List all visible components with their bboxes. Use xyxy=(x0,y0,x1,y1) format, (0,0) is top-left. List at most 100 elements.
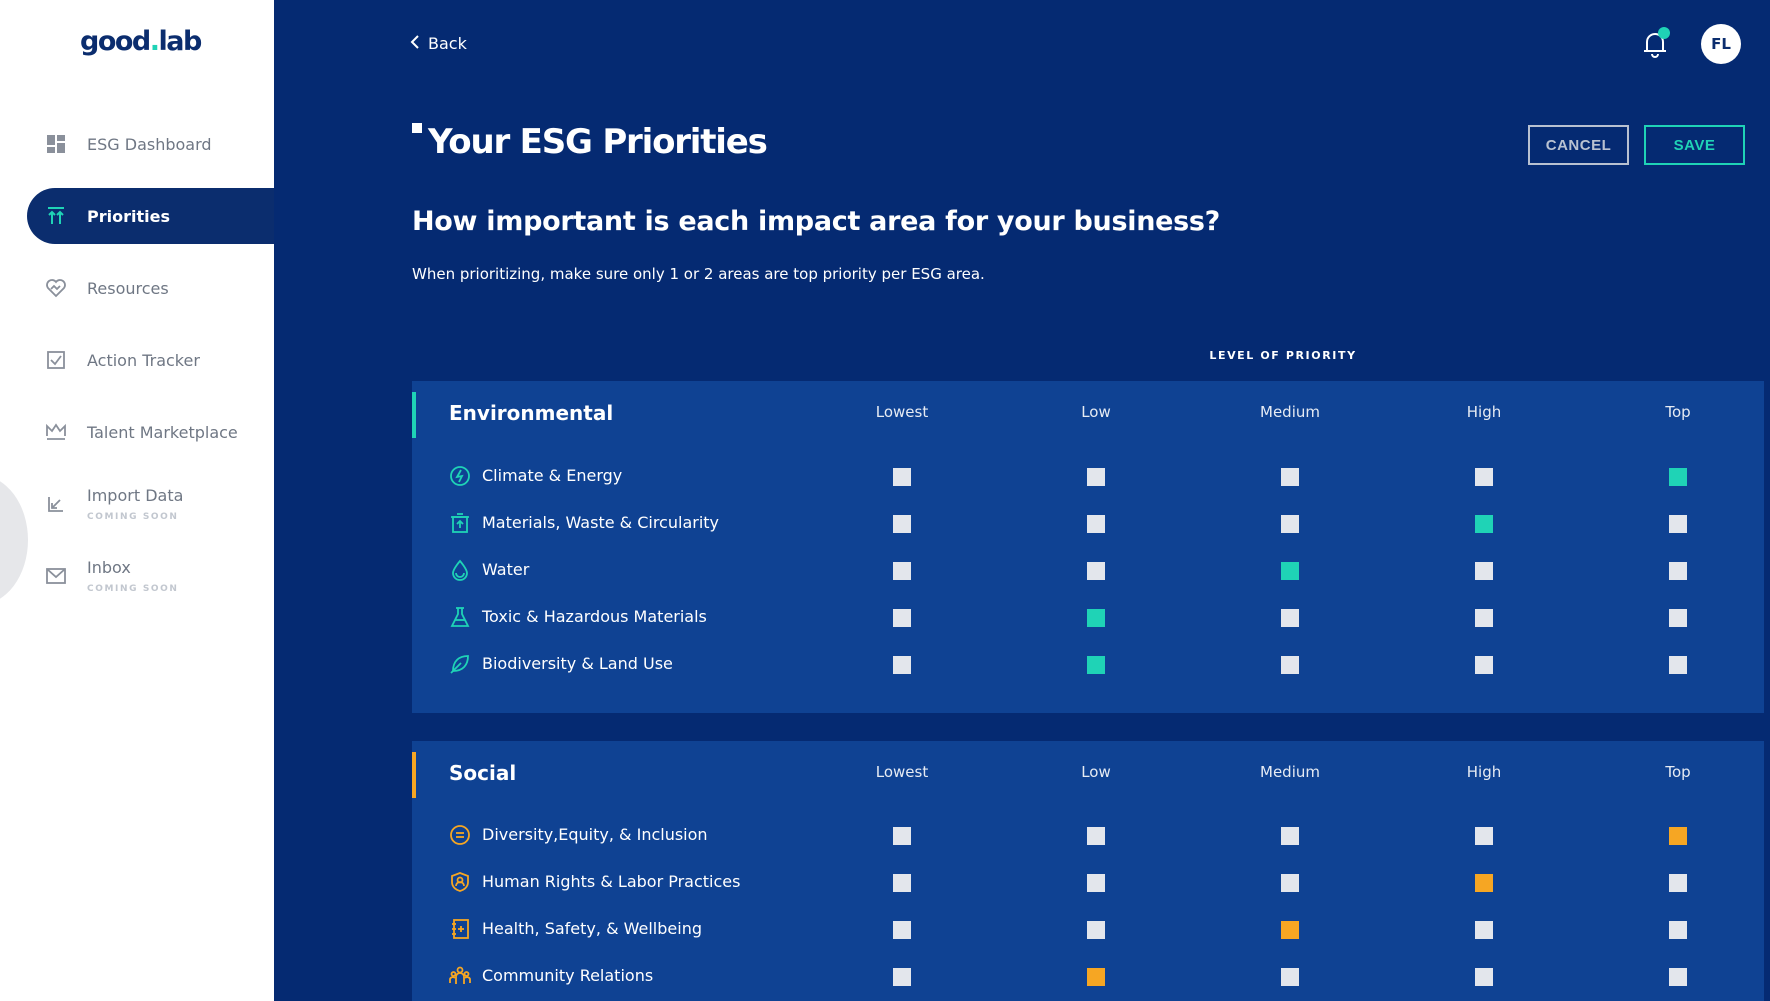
priority-checkbox-high[interactable] xyxy=(1475,921,1493,939)
chart-import-icon xyxy=(45,493,67,515)
priority-checkbox-high[interactable] xyxy=(1475,468,1493,486)
mail-icon xyxy=(45,565,67,587)
priority-checkbox-top[interactable] xyxy=(1669,827,1687,845)
priority-checkbox-top[interactable] xyxy=(1669,656,1687,674)
dashboard-icon xyxy=(45,133,67,155)
priority-checkbox-lowest[interactable] xyxy=(893,562,911,580)
sidebar-item-action-tracker[interactable]: Action Tracker xyxy=(27,332,274,388)
sidebar-item-esg-dashboard[interactable]: ESG Dashboard xyxy=(27,116,274,172)
priority-checkbox-low[interactable] xyxy=(1087,562,1105,580)
priorities-icon xyxy=(45,205,67,227)
column-header-medium: Medium xyxy=(1260,763,1320,781)
priority-checkbox-medium[interactable] xyxy=(1281,515,1299,533)
leaf-icon xyxy=(449,653,471,675)
row-label: Water xyxy=(482,560,530,579)
row-label: Diversity,Equity, & Inclusion xyxy=(482,825,708,844)
priority-row-human-rights: Human Rights & Labor Practices xyxy=(412,862,1764,902)
priority-checkbox-medium[interactable] xyxy=(1281,656,1299,674)
row-label: Health, Safety, & Wellbeing xyxy=(482,919,702,938)
column-header-lowest: Lowest xyxy=(875,763,929,781)
priority-checkbox-top[interactable] xyxy=(1669,609,1687,627)
column-header-top: Top xyxy=(1665,763,1691,781)
chevron-left-icon xyxy=(410,34,420,53)
priority-checkbox-medium[interactable] xyxy=(1281,827,1299,845)
column-header-high: High xyxy=(1466,763,1502,781)
priority-checkbox-top[interactable] xyxy=(1669,968,1687,986)
column-header-low: Low xyxy=(1081,403,1111,421)
avatar[interactable]: FL xyxy=(1701,24,1741,64)
sidebar-item-label: Resources xyxy=(87,278,169,298)
priority-checkbox-lowest[interactable] xyxy=(893,515,911,533)
coming-soon-badge: COMING SOON xyxy=(87,512,179,522)
priority-row-health-safety: Health, Safety, & Wellbeing xyxy=(412,909,1764,949)
priority-checkbox-low[interactable] xyxy=(1087,656,1105,674)
back-link[interactable]: Back xyxy=(410,34,467,53)
priority-checkbox-high[interactable] xyxy=(1475,562,1493,580)
priority-checkbox-lowest[interactable] xyxy=(893,827,911,845)
column-header-top: Top xyxy=(1665,403,1691,421)
priority-checkbox-medium[interactable] xyxy=(1281,468,1299,486)
section-title: Environmental xyxy=(449,401,614,425)
priority-checkbox-lowest[interactable] xyxy=(893,921,911,939)
priority-checkbox-low[interactable] xyxy=(1087,468,1105,486)
priority-checkbox-high[interactable] xyxy=(1475,656,1493,674)
bell-icon[interactable] xyxy=(1642,30,1668,58)
priority-checkbox-lowest[interactable] xyxy=(893,468,911,486)
priority-checkbox-top[interactable] xyxy=(1669,515,1687,533)
priority-checkbox-low[interactable] xyxy=(1087,921,1105,939)
priority-checkbox-high[interactable] xyxy=(1475,609,1493,627)
row-label: Climate & Energy xyxy=(482,466,623,485)
column-header-low: Low xyxy=(1081,763,1111,781)
priority-checkbox-low[interactable] xyxy=(1087,515,1105,533)
equal-circle-icon xyxy=(449,824,471,846)
priority-checkbox-medium[interactable] xyxy=(1281,968,1299,986)
priority-checkbox-high[interactable] xyxy=(1475,827,1493,845)
row-label: Community Relations xyxy=(482,966,654,985)
hint-text: When prioritizing, make sure only 1 or 2… xyxy=(412,265,985,283)
logo[interactable]: good.lab xyxy=(80,26,202,57)
priority-checkbox-top[interactable] xyxy=(1669,921,1687,939)
sidebar-item-inbox[interactable]: Inbox COMING SOON xyxy=(27,548,274,604)
priority-checkbox-low[interactable] xyxy=(1087,827,1105,845)
priority-checkbox-lowest[interactable] xyxy=(893,609,911,627)
medical-book-icon xyxy=(449,918,471,940)
priority-checkbox-medium[interactable] xyxy=(1281,921,1299,939)
level-of-priority-label: LEVEL OF PRIORITY xyxy=(1209,349,1357,362)
heart-hand-icon xyxy=(45,277,67,299)
recycle-bin-icon xyxy=(449,512,471,534)
priority-checkbox-medium[interactable] xyxy=(1281,609,1299,627)
priority-checkbox-lowest[interactable] xyxy=(893,968,911,986)
priority-checkbox-top[interactable] xyxy=(1669,874,1687,892)
priority-checkbox-low[interactable] xyxy=(1087,968,1105,986)
sidebar-item-talent-marketplace[interactable]: Talent Marketplace xyxy=(27,404,274,460)
sidebar-item-label: ESG Dashboard xyxy=(87,134,212,154)
save-button[interactable]: SAVE xyxy=(1644,125,1745,165)
priority-checkbox-high[interactable] xyxy=(1475,874,1493,892)
priority-checkbox-lowest[interactable] xyxy=(893,874,911,892)
sidebar-item-label: Import Data xyxy=(87,486,184,505)
priority-checkbox-lowest[interactable] xyxy=(893,656,911,674)
section-accent xyxy=(412,752,416,798)
priority-checkbox-low[interactable] xyxy=(1087,874,1105,892)
priority-checkbox-low[interactable] xyxy=(1087,609,1105,627)
notification-dot xyxy=(1658,27,1670,39)
cancel-button[interactable]: CANCEL xyxy=(1528,125,1629,165)
priority-checkbox-top[interactable] xyxy=(1669,468,1687,486)
sidebar-item-resources[interactable]: Resources xyxy=(27,260,274,316)
row-label: Toxic & Hazardous Materials xyxy=(482,607,707,626)
decorative-circle xyxy=(0,475,28,605)
priority-checkbox-high[interactable] xyxy=(1475,968,1493,986)
priority-checkbox-high[interactable] xyxy=(1475,515,1493,533)
priority-checkbox-medium[interactable] xyxy=(1281,874,1299,892)
flask-icon xyxy=(449,606,471,628)
priority-checkbox-top[interactable] xyxy=(1669,562,1687,580)
priority-row-toxic-hazardous: Toxic & Hazardous Materials xyxy=(412,597,1764,637)
crown-icon xyxy=(45,421,67,443)
priority-row-biodiversity: Biodiversity & Land Use xyxy=(412,644,1764,684)
sidebar-item-import-data[interactable]: Import Data COMING SOON xyxy=(27,476,274,532)
sidebar-item-priorities[interactable]: Priorities xyxy=(27,188,274,244)
priority-row-climate-energy: Climate & Energy xyxy=(412,456,1764,496)
priority-checkbox-medium[interactable] xyxy=(1281,562,1299,580)
people-group-icon xyxy=(449,965,471,987)
title-marker xyxy=(412,123,422,133)
